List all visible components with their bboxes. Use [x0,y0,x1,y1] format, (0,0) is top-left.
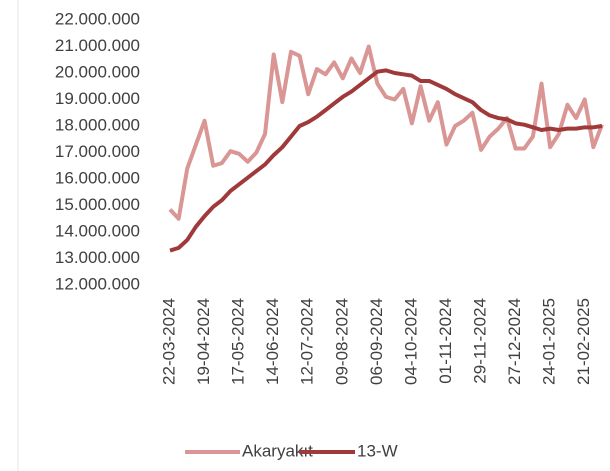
x-tick-label: 14-06-2024 [263,298,282,385]
y-tick-label: 20.000.000 [55,62,140,81]
series-line [169,68,603,253]
x-tick-label: 27-12-2024 [505,298,524,385]
y-tick-label: 13.000.000 [55,248,140,267]
y-tick-label: 22.000.000 [55,9,140,28]
y-tick-label: 15.000.000 [55,195,140,214]
x-tick-label: 17-05-2024 [229,298,248,385]
x-tick-label: 21-02-2025 [574,298,593,385]
x-tick-label: 19-04-2024 [194,298,213,385]
legend-label: 13-W [357,441,398,460]
y-tick-label: 14.000.000 [55,221,140,240]
y-tick-label: 19.000.000 [55,89,140,108]
x-tick-label: 09-08-2024 [332,298,351,385]
series-line [168,44,604,221]
x-tick-label: 06-09-2024 [367,298,386,385]
y-tick-label: 21.000.000 [55,36,140,55]
y-tick-label: 17.000.000 [55,142,140,161]
legend-label: Akaryakıt [242,441,313,460]
x-tick-label: 01-11-2024 [436,298,455,384]
y-tick-label: 18.000.000 [55,115,140,134]
x-tick-label: 24-01-2025 [540,298,559,385]
x-tick-label: 29-11-2024 [471,298,490,384]
y-tick-label: 12.000.000 [55,274,140,293]
x-tick-label: 22-03-2024 [159,298,178,385]
x-tick-label: 04-10-2024 [401,298,420,385]
y-tick-label: 16.000.000 [55,168,140,187]
x-tick-label: 12-07-2024 [298,298,317,385]
